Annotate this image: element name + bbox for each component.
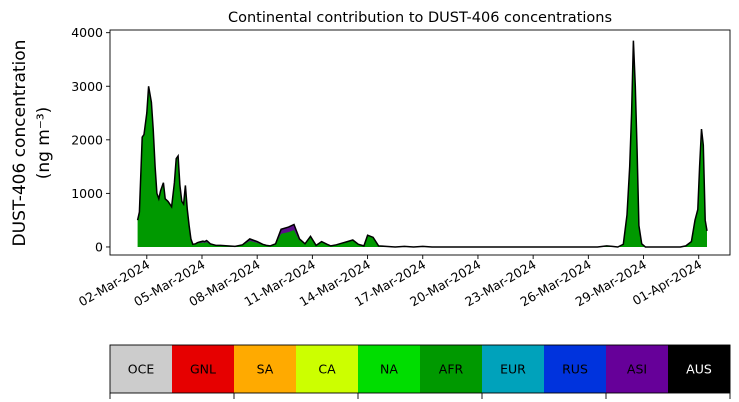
legend-frame [109,344,731,394]
y-tick-label: 1000 [71,186,103,201]
y-axis-label-line1: DUST-406 concentration [10,40,30,247]
legend-swatch-na [358,345,421,393]
legend-bar: OCE GNL SA CA NA AFR EUR RUS ASI AUS [109,344,731,399]
y-tick-label: 4000 [71,25,103,40]
plot-area [109,29,731,256]
total-line [136,40,708,248]
legend-swatch-gnl [172,345,235,393]
legend-swatch-ca [296,345,359,393]
legend-label-rus: RUS [562,362,588,377]
legend-swatch-afr [420,345,483,393]
legend-swatch-aus [668,345,731,393]
legend-label-sa: SA [257,362,274,377]
y-tick-label: 2000 [71,132,103,147]
legend-label-oce: OCE [128,362,155,377]
legend-label-afr: AFR [439,362,464,377]
y-tick-label: 0 [95,239,103,254]
legend-swatch-rus [544,345,607,393]
legend-swatch-asi [606,345,669,393]
y-tick-label: 3000 [71,79,103,94]
legend-label-gnl: GNL [190,362,216,377]
legend-swatch-oce [110,345,173,393]
y-axis: 0 1000 2000 3000 4000 [71,25,110,254]
legend-label-eur: EUR [500,362,526,377]
legend-swatch-sa [234,345,297,393]
y-axis-label-line2: (ng m⁻³) [34,107,54,180]
legend-label-aus: AUS [686,362,712,377]
legend-swatch-eur [482,345,545,393]
legend-label-na: NA [380,362,398,377]
legend-label-asi: ASI [627,362,647,377]
plot-frame [109,29,731,256]
legend-label-ca: CA [318,362,336,377]
chart-title: Continental contribution to DUST-406 con… [228,10,612,26]
